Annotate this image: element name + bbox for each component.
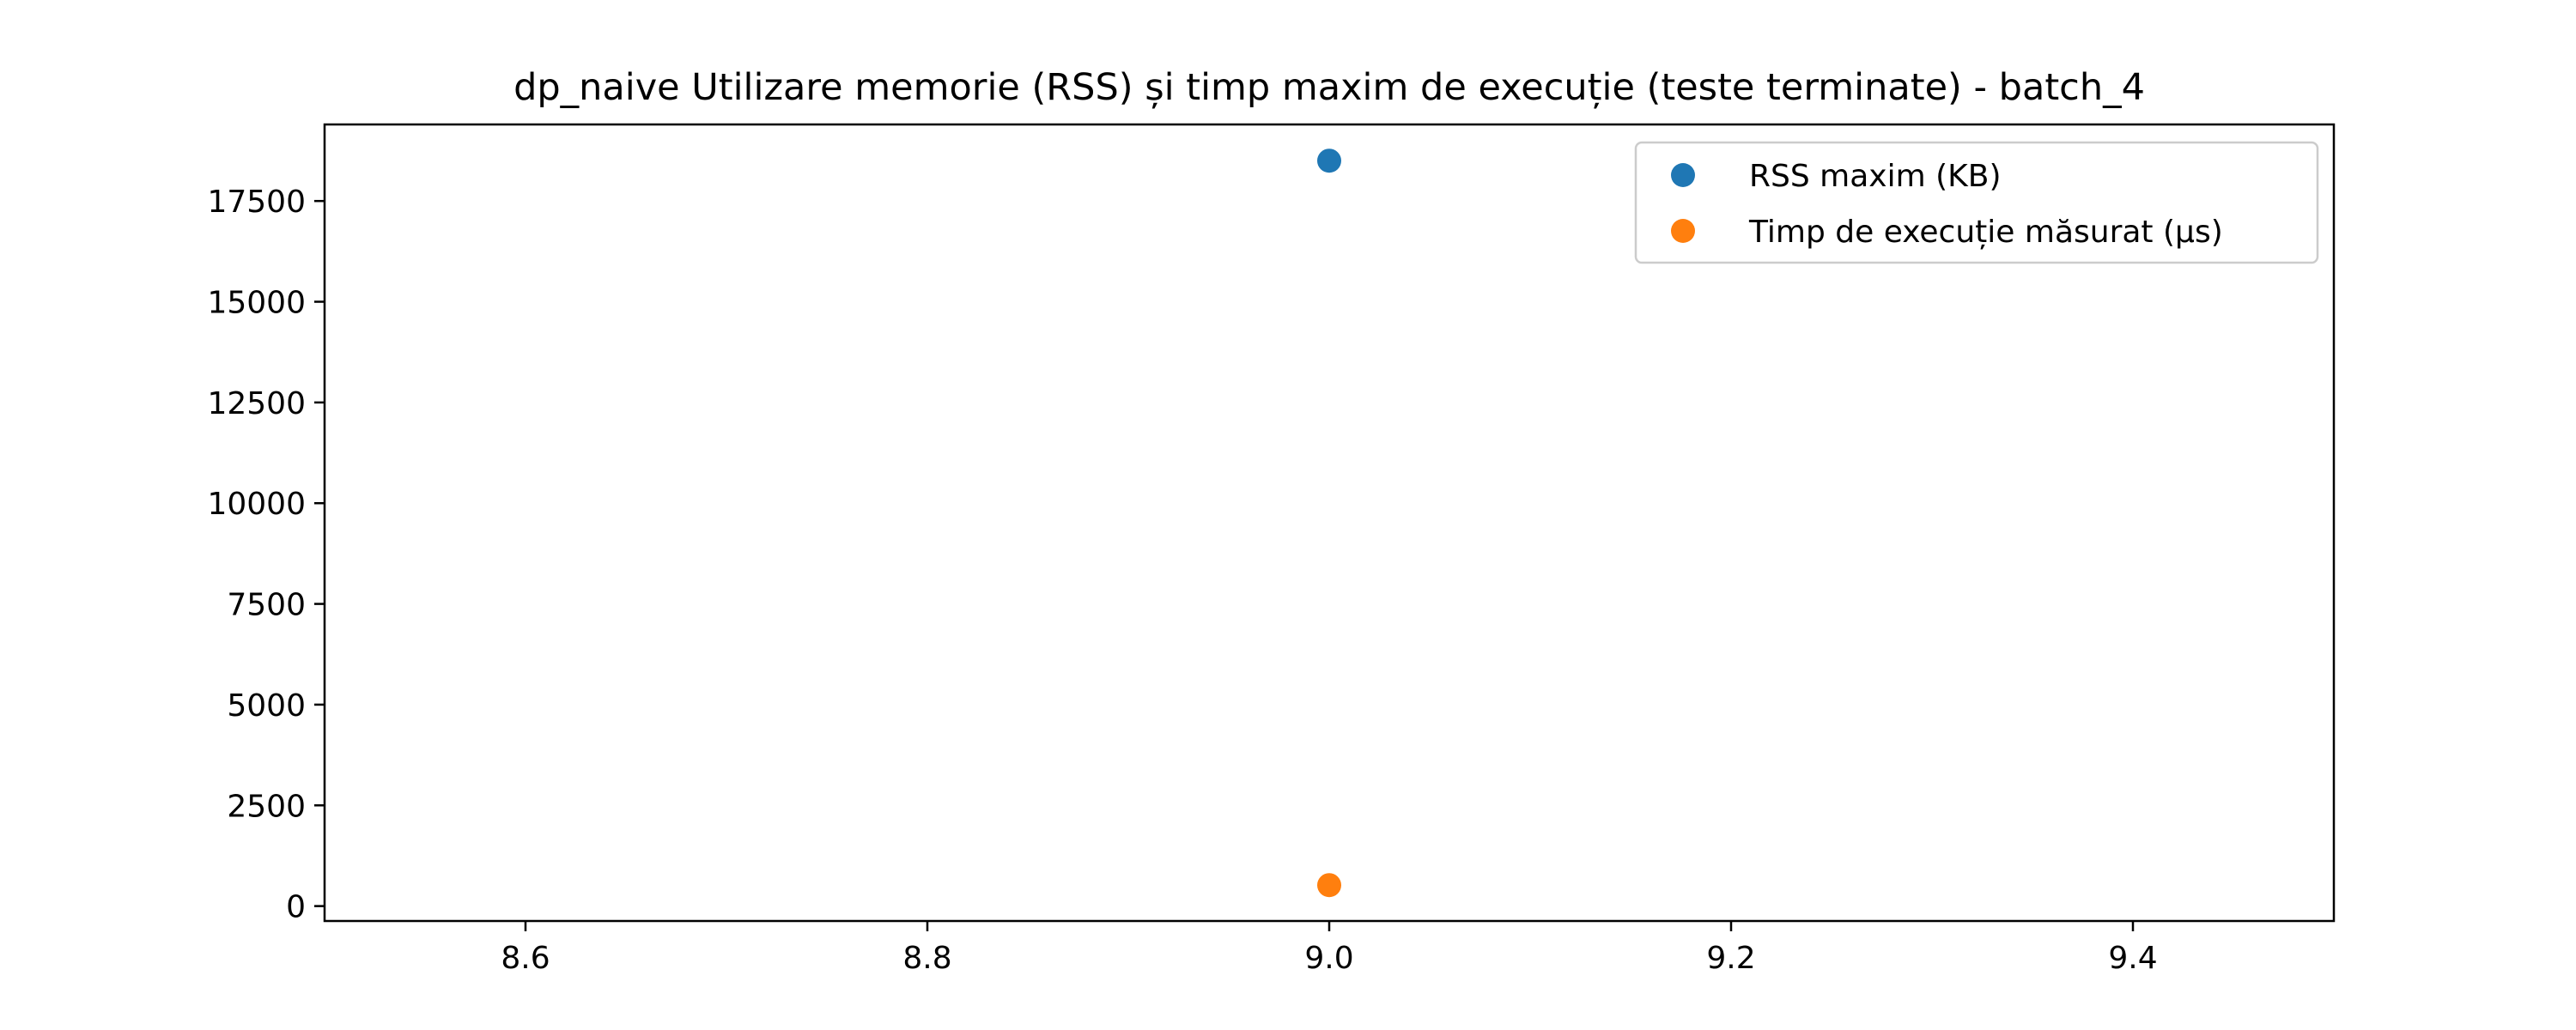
- x-tick-label: 9.4: [2108, 941, 2157, 976]
- legend-box: [1634, 141, 2319, 264]
- y-tick-label: 12500: [207, 386, 306, 421]
- data-point-series-2: [1317, 873, 1341, 898]
- y-tick-label: 0: [286, 890, 306, 925]
- y-tick-label: 10000: [207, 487, 306, 522]
- y-tick-label: 7500: [227, 588, 306, 623]
- legend-marker: [1671, 219, 1695, 243]
- plot-area: 8.6 8.8 9.0 9.2 9.4 0 2500 5000 7500 10000 12500 15…: [207, 123, 2336, 976]
- chart-title: dp_naive Utilizare memorie (RSS) și timp…: [513, 66, 2145, 109]
- x-tick-label: 8.8: [902, 941, 951, 976]
- legend-label: RSS maxim (KB): [1749, 159, 2002, 194]
- y-tick-label: 5000: [227, 688, 306, 724]
- x-tick-label: 9.2: [1706, 941, 1755, 976]
- y-tick-label: 17500: [207, 185, 306, 220]
- x-tick-label: 8.6: [501, 941, 550, 976]
- legend-marker: [1671, 163, 1695, 187]
- y-tick-label: 15000: [207, 286, 306, 321]
- x-tick-label: 9.0: [1304, 941, 1353, 976]
- data-point-series-1: [1317, 148, 1341, 173]
- y-tick-label: 2500: [227, 789, 306, 824]
- legend-label: Timp de execuție măsurat (µs): [1748, 215, 2223, 250]
- legend: RSS maxim (KB) Timp de execuție măsurat (…: [1634, 141, 2319, 264]
